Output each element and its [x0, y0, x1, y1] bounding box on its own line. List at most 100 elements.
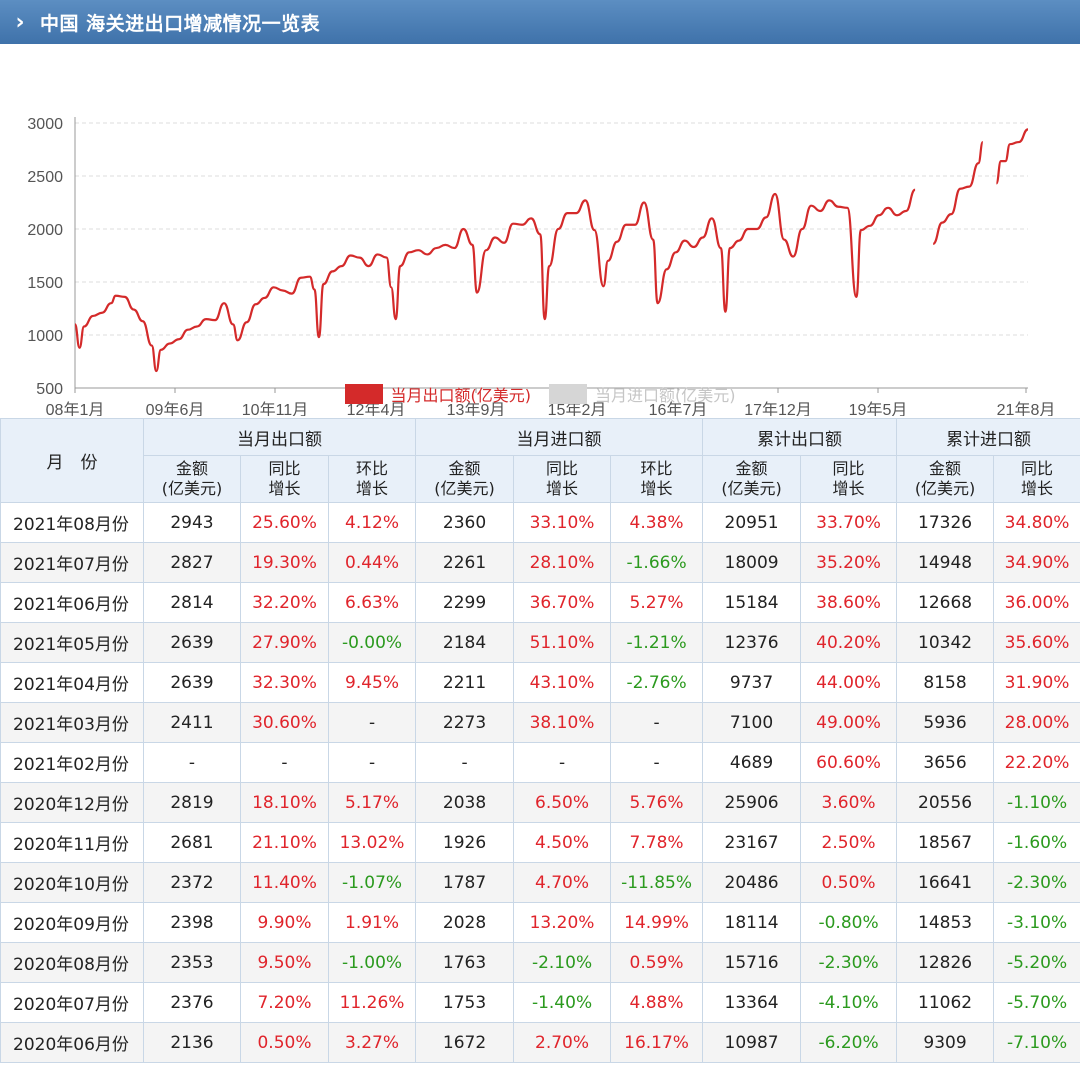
month-cell: 2020年08月份 [0, 942, 144, 983]
table-cell: 2819 [143, 782, 241, 823]
table-cell: -7.10% [993, 1022, 1080, 1063]
table-cell: 2814 [143, 582, 241, 623]
table-cell: -1.21% [610, 622, 704, 663]
table-row[interactable]: 2020年10月份 2372 11.40% -1.07% 1787 4.70% -11.85… [0, 862, 1080, 903]
table-cell: 2038 [415, 782, 515, 823]
table-cell: 9309 [896, 1022, 995, 1063]
table-row[interactable]: 2020年08月份 2353 9.50% -1.00% 1763 -2.10% 0.59% 1… [0, 942, 1080, 983]
table-cell: 9.90% [240, 902, 329, 943]
legend-export[interactable]: 当月出口额(亿美元) [344, 382, 531, 406]
y-tick-label: 2500 [27, 169, 63, 186]
table-cell: 10987 [702, 1022, 802, 1063]
table-row[interactable]: 2020年09月份 2398 9.90% 1.91% 2028 13.20% 14.99% 1… [0, 902, 1080, 943]
x-tick-label: 21年8月 [997, 401, 1056, 416]
table-cell: 2211 [415, 662, 515, 703]
table-cell: 32.30% [240, 662, 329, 703]
table-cell: 15716 [702, 942, 802, 983]
table-cell: 40.20% [800, 622, 898, 663]
x-tick-label: 13年9月 [447, 401, 506, 416]
table-cell: 19.30% [240, 542, 329, 583]
sub-header-3: 金额 (亿美元) [415, 455, 515, 503]
table-row[interactable]: 2021年08月份 2943 25.60% 4.12% 2360 33.10% 4.38% 2… [0, 502, 1080, 543]
table-row[interactable]: 2021年03月份 2411 30.60% -2273 38.10% -7100 49.00… [0, 702, 1080, 743]
table-row[interactable]: 2021年02月份 - - - - - -4689 60.60% 3656 22.20% [0, 742, 1080, 783]
table-cell: - [327, 742, 417, 783]
table-cell: 2398 [143, 902, 241, 943]
group-header-import: 当月进口额 [415, 418, 704, 456]
table-cell: 12826 [896, 942, 995, 983]
table-cell: 2136 [143, 1022, 241, 1063]
table-row[interactable]: 2020年06月份 2136 0.50% 3.27% 1672 2.70% 16.17% 10… [0, 1022, 1080, 1063]
table-cell: 5.17% [327, 782, 417, 823]
table-cell: 2681 [143, 822, 241, 863]
table-cell: 2411 [143, 702, 241, 743]
month-cell: 2021年07月份 [0, 542, 144, 583]
table-row[interactable]: 2020年07月份 2376 7.20% 11.26% 1753 -1.40% 4.88% 1… [0, 982, 1080, 1023]
y-tick-label: 2000 [27, 222, 63, 239]
table-cell: 3.60% [800, 782, 898, 823]
table-cell: 4.12% [327, 502, 417, 543]
table-cell: 27.90% [240, 622, 329, 663]
chart-legend: 当月出口额(亿美元) 当月进口额(亿美元) [0, 382, 1080, 406]
sub-header-7: 同比 增长 [800, 455, 898, 503]
table-cell: -3.10% [993, 902, 1080, 943]
table-cell: - [327, 702, 417, 743]
table-cell: 6.63% [327, 582, 417, 623]
month-cell: 2020年12月份 [0, 782, 144, 823]
month-cell: 2020年11月份 [0, 822, 144, 863]
sub-header-6: 金额 (亿美元) [702, 455, 802, 503]
table-cell: 28.10% [513, 542, 612, 583]
table-cell: 2639 [143, 662, 241, 703]
table-cell: 2273 [415, 702, 515, 743]
table-cell: 36.70% [513, 582, 612, 623]
table-cell: 2827 [143, 542, 241, 583]
table-cell: 14948 [896, 542, 995, 583]
table-cell: 13.20% [513, 902, 612, 943]
table-cell: 25906 [702, 782, 802, 823]
table-cell: 2943 [143, 502, 241, 543]
sub-header-8: 金额 (亿美元) [896, 455, 995, 503]
table-row[interactable]: 2021年04月份 2639 32.30% 9.45% 2211 43.10% -2.76%… [0, 662, 1080, 703]
legend-import[interactable]: 当月进口额(亿美元) [549, 382, 736, 406]
table-cell: 12376 [702, 622, 802, 663]
table-cell: 34.90% [993, 542, 1080, 583]
table-cell: 2261 [415, 542, 515, 583]
table-cell: 4.88% [610, 982, 704, 1023]
table-row[interactable]: 2021年07月份 2827 19.30% 0.44% 2261 28.10% -1.66%… [0, 542, 1080, 583]
month-cell: 2020年07月份 [0, 982, 144, 1023]
table-cell: 22.20% [993, 742, 1080, 783]
x-tick-label: 10年11月 [242, 401, 308, 416]
month-cell: 2021年08月份 [0, 502, 144, 543]
table-cell: 5936 [896, 702, 995, 743]
line-chart: 3000 2500 2000 1500 1000 500 08年1月 09年6月 10年11月 1… [27, 116, 1056, 416]
y-tick-label: 500 [36, 381, 63, 398]
sub-header-1: 同比 增长 [240, 455, 329, 503]
y-tick-label: 1500 [27, 275, 63, 292]
table-cell: -6.20% [800, 1022, 898, 1063]
table-row[interactable]: 2021年05月份 2639 27.90% -0.00% 2184 51.10% -1.21… [0, 622, 1080, 663]
table-cell: - [415, 742, 515, 783]
table-row[interactable]: 2021年06月份 2814 32.20% 6.63% 2299 36.70% 5.27% 1… [0, 582, 1080, 623]
table-cell: 4.70% [513, 862, 612, 903]
table-cell: 60.60% [800, 742, 898, 783]
table-row[interactable]: 2020年11月份 2681 21.10% 13.02% 1926 4.50% 7.78% 2… [0, 822, 1080, 863]
table-cell: 2376 [143, 982, 241, 1023]
month-cell: 2020年10月份 [0, 862, 144, 903]
table-cell: -2.10% [513, 942, 612, 983]
month-header: 月 份 [0, 418, 144, 503]
table-row[interactable]: 2020年12月份 2819 18.10% 5.17% 2038 6.50% 5.76% 25… [0, 782, 1080, 823]
table-cell: 7.20% [240, 982, 329, 1023]
table-cell: 4689 [702, 742, 802, 783]
table-cell: 1.91% [327, 902, 417, 943]
table-cell: 2353 [143, 942, 241, 983]
table-cell: -5.70% [993, 982, 1080, 1023]
month-cell: 2021年06月份 [0, 582, 144, 623]
table-cell: 3.27% [327, 1022, 417, 1063]
chevron-right-icon[interactable]: › [15, 9, 25, 35]
table-cell: 1787 [415, 862, 515, 903]
table-cell: 25.60% [240, 502, 329, 543]
table-cell: 2639 [143, 622, 241, 663]
table-cell: 9.50% [240, 942, 329, 983]
x-tick-label: 19年5月 [849, 401, 908, 416]
x-tick-label: 12年4月 [347, 401, 406, 416]
